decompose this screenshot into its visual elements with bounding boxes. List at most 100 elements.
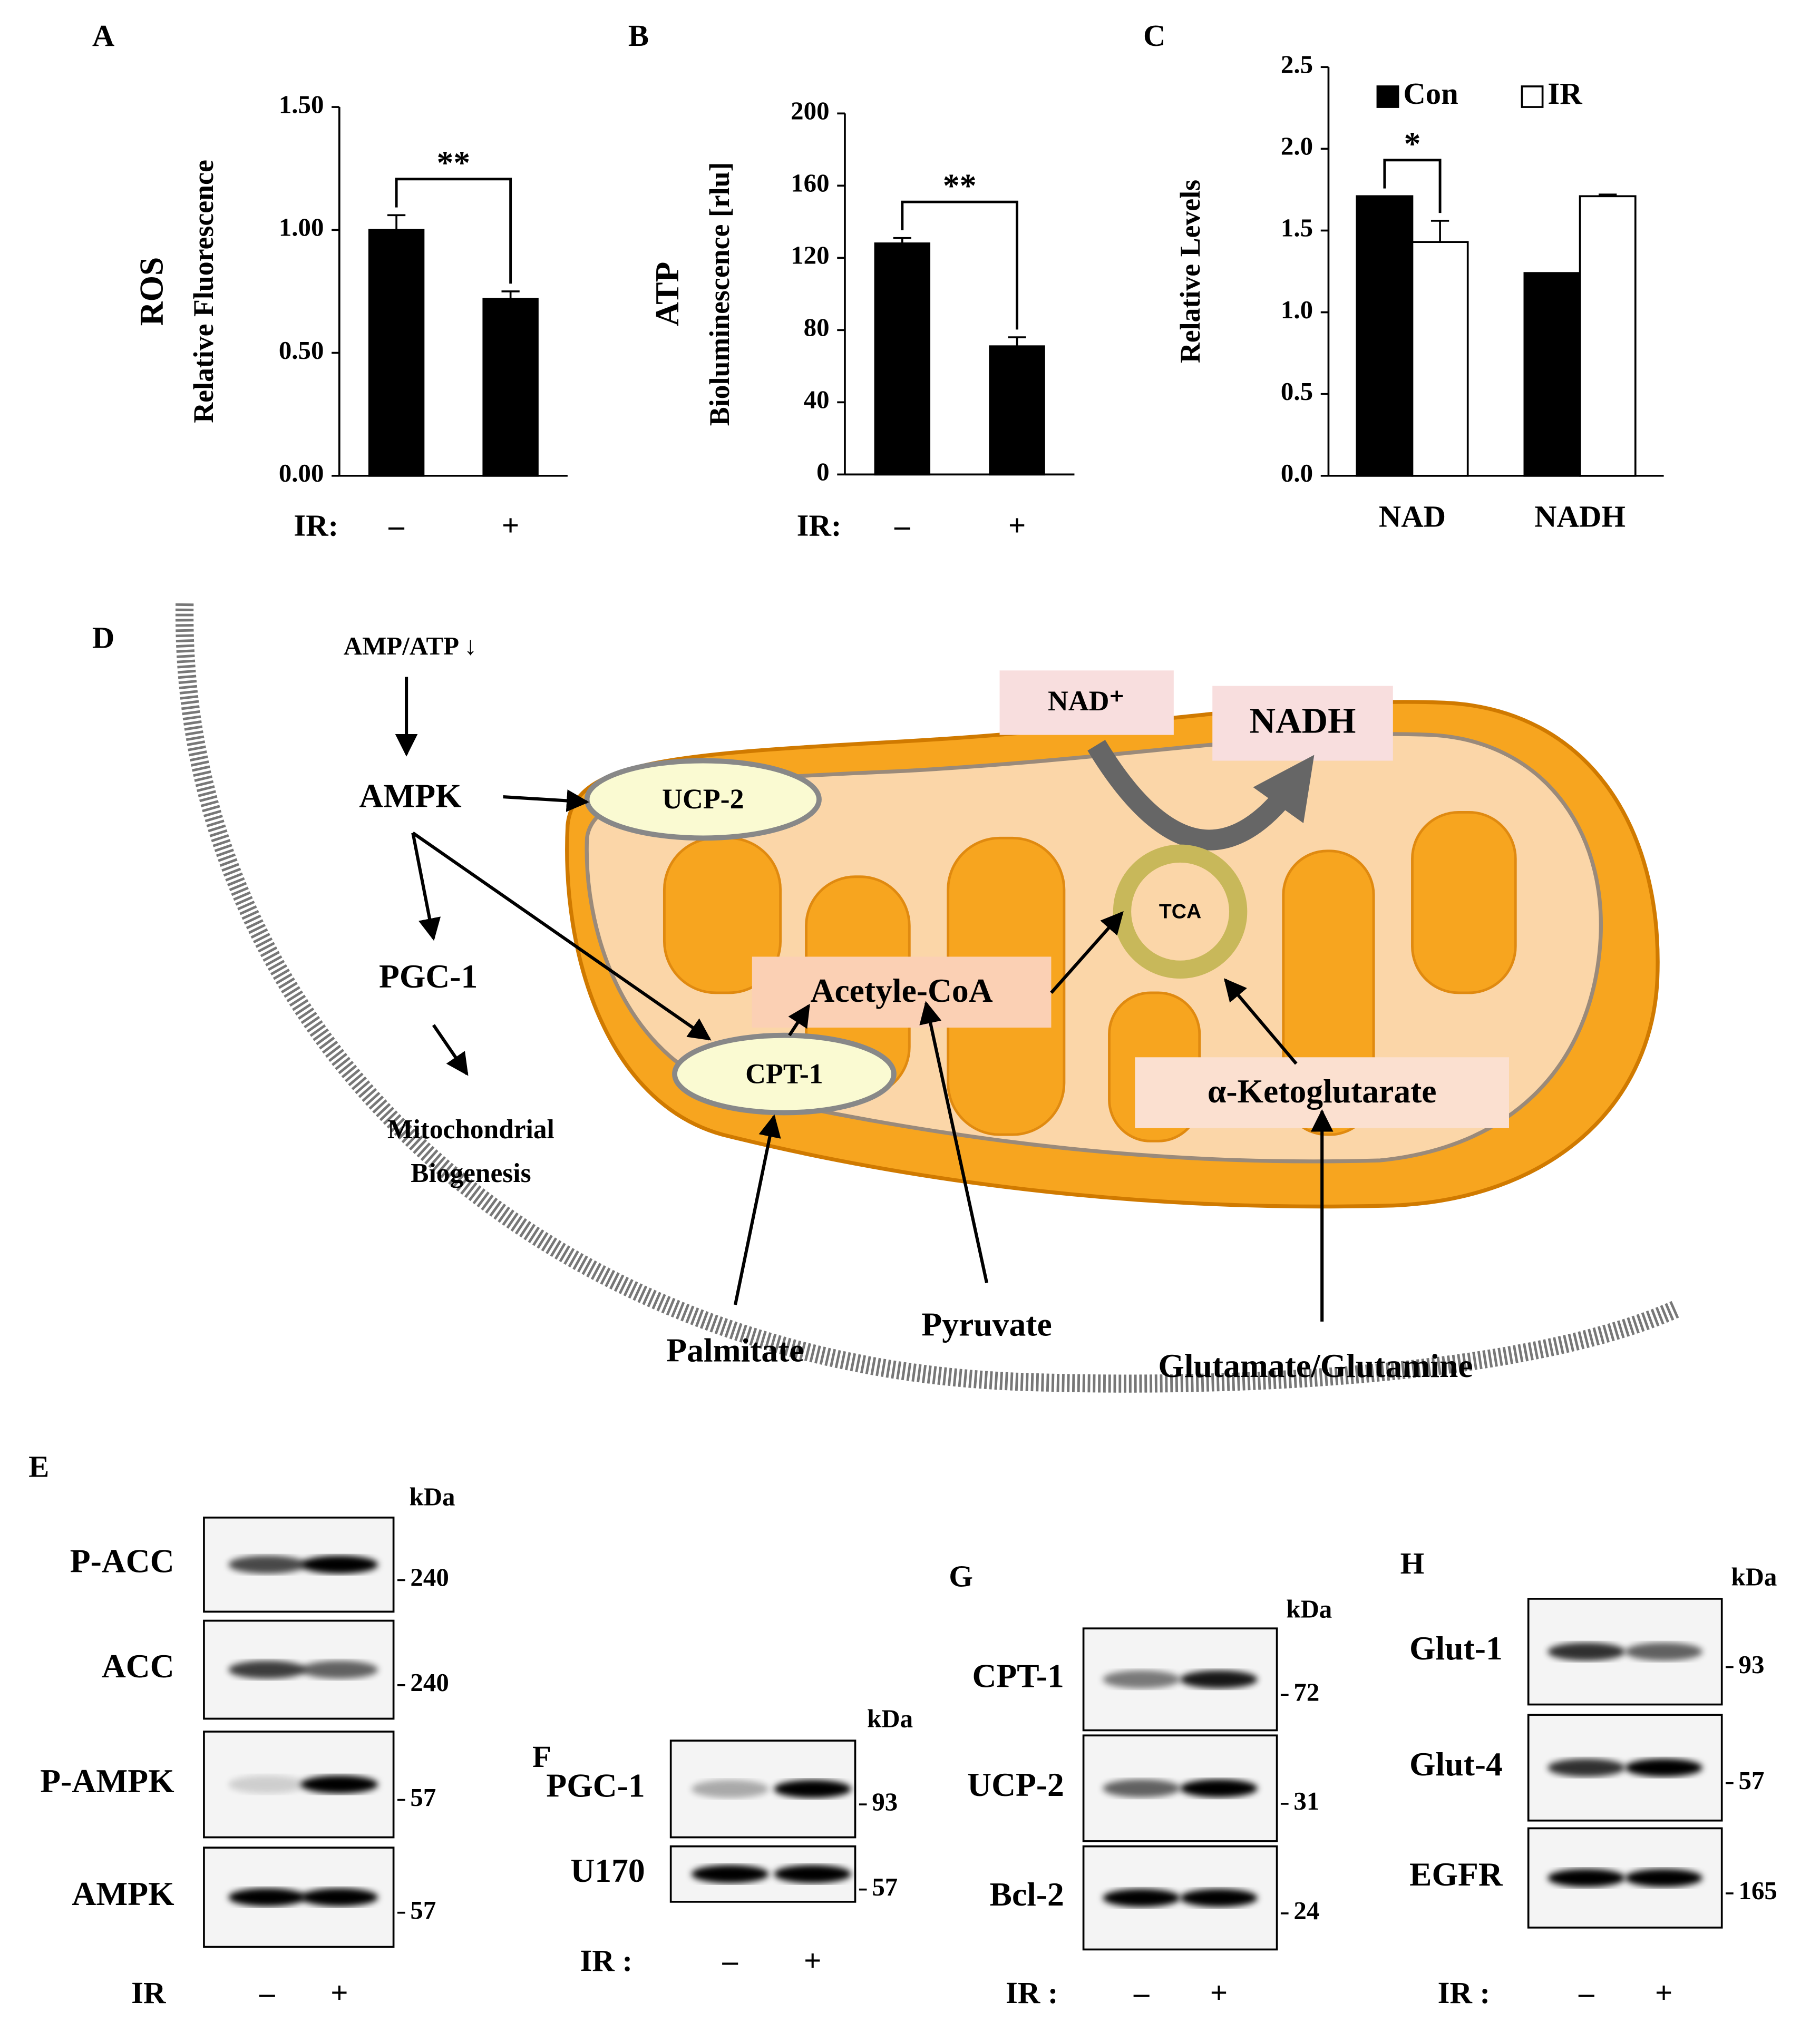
y-tick-label: 1.50 — [279, 90, 324, 119]
node-label: TCA — [1159, 901, 1201, 923]
y-axis-label: ROS — [133, 257, 170, 326]
panel-label: A — [92, 18, 114, 53]
cpt1-ellipse — [672, 1032, 897, 1116]
unit-label: kDa — [1286, 1595, 1332, 1624]
panel-label: E — [28, 1450, 49, 1484]
y-axis-label: ATP — [648, 262, 686, 326]
x-tick-label: – — [388, 509, 404, 543]
significance-label: * — [1404, 125, 1421, 162]
y-tick-label: 0.50 — [279, 336, 324, 365]
lane-label: – — [259, 1976, 275, 2010]
protein-label: PGC-1 — [546, 1766, 645, 1804]
bar — [482, 298, 539, 477]
marker-label: 31 — [1293, 1786, 1319, 1815]
marker-label: 57 — [410, 1783, 436, 1812]
protein-label: Bcl-2 — [990, 1875, 1064, 1913]
arrows — [395, 677, 1334, 1322]
y-axis-label: Relative Levels — [1174, 180, 1206, 363]
protein-label: ACC — [102, 1647, 174, 1685]
bar — [989, 345, 1045, 476]
node-label: NADH — [1250, 701, 1356, 741]
y-tick-label: 2.0 — [1281, 132, 1313, 161]
error-bar — [1599, 193, 1617, 197]
blot-band — [300, 1888, 378, 1907]
bar — [1523, 272, 1581, 477]
lane-label: – — [1133, 1976, 1150, 2010]
lane-label: – — [1578, 1976, 1594, 2010]
error-bar — [387, 214, 406, 230]
node-label: Palmitate — [666, 1332, 804, 1369]
significance-bracket — [901, 200, 1019, 330]
marker-label: 57 — [1739, 1766, 1765, 1795]
x-axis-label: IR: — [797, 509, 842, 543]
significance-label: ** — [943, 167, 977, 204]
blot-band — [300, 1555, 378, 1574]
node-label: Glutamate/Glutamine — [1158, 1347, 1473, 1384]
blot-band — [1548, 1869, 1626, 1887]
node-label: Biogenesis — [411, 1158, 531, 1188]
unit-label: kDa — [1731, 1562, 1777, 1591]
cell-membrane — [176, 603, 1681, 1393]
error-bar — [501, 290, 520, 299]
y-tick-label: 80 — [804, 313, 830, 342]
bar — [1411, 241, 1469, 477]
protein-label: Glut-1 — [1409, 1629, 1503, 1667]
x-axis-label: IR: — [294, 509, 338, 543]
panel-label: B — [628, 18, 649, 53]
node-label: AMP/ATP ↓ — [344, 631, 477, 660]
y-tick-label: 0.00 — [279, 458, 324, 487]
lane-label: + — [1210, 1976, 1228, 2010]
y-tick-label: 1.00 — [279, 213, 324, 242]
blot-band — [228, 1660, 306, 1679]
marker-label: 24 — [1293, 1896, 1319, 1925]
blot-band — [774, 1780, 852, 1798]
unit-label: kDa — [409, 1482, 455, 1511]
blot-band — [1180, 1889, 1258, 1907]
node-label: Acetyle-CoA — [811, 972, 993, 1009]
treatment-label: IR — [131, 1976, 166, 2010]
nad-arrow — [1087, 740, 1315, 851]
marker-label: 72 — [1293, 1677, 1319, 1706]
nad-box — [999, 670, 1174, 735]
protein-label: AMPK — [72, 1875, 174, 1912]
node-label: CPT-1 — [745, 1058, 823, 1089]
bar — [368, 229, 425, 477]
marker-label: 93 — [872, 1787, 898, 1816]
panel-label: D — [92, 620, 114, 654]
node-label: NAD⁺ — [1048, 685, 1124, 717]
protein-label: CPT-1 — [972, 1657, 1064, 1694]
y-tick-label: 1.5 — [1281, 213, 1313, 242]
node-label: UCP-2 — [662, 783, 744, 815]
y-axis-label: Relative Fluorescence — [188, 160, 219, 423]
legend-swatch — [1521, 85, 1544, 108]
node-label: Mitochondrial — [387, 1115, 554, 1145]
blot-band — [774, 1865, 852, 1883]
lane-label: – — [722, 1943, 738, 1978]
error-bar — [1430, 220, 1449, 242]
protein-label: P-ACC — [70, 1542, 174, 1580]
panel-label: F — [532, 1740, 551, 1774]
protein-label: UCP-2 — [967, 1766, 1064, 1803]
blot-band — [300, 1660, 378, 1679]
protein-label: U170 — [570, 1852, 645, 1889]
y-tick-label: 0.5 — [1281, 377, 1313, 406]
x-tick-label: + — [1008, 509, 1026, 543]
x-tick-label: + — [502, 509, 519, 543]
treatment-label: IR : — [1006, 1976, 1058, 2010]
y-tick-label: 40 — [804, 385, 830, 414]
significance-bracket — [1383, 159, 1442, 213]
legend-label: IR — [1548, 76, 1582, 111]
blot-band — [300, 1775, 378, 1794]
x-tick-label: – — [894, 509, 910, 543]
x-tick-label: NADH — [1534, 499, 1626, 533]
y-tick-label: 0 — [816, 457, 829, 486]
significance-label: ** — [437, 144, 471, 181]
y-tick-label: 200 — [791, 96, 829, 125]
marker-label: 240 — [410, 1563, 449, 1592]
protein-label: P-AMPK — [40, 1762, 174, 1800]
node-label: Pyruvate — [921, 1306, 1052, 1343]
node-label: α-Ketoglutarate — [1208, 1072, 1437, 1110]
panel-label: G — [949, 1559, 973, 1594]
marker-label: 57 — [410, 1896, 436, 1924]
